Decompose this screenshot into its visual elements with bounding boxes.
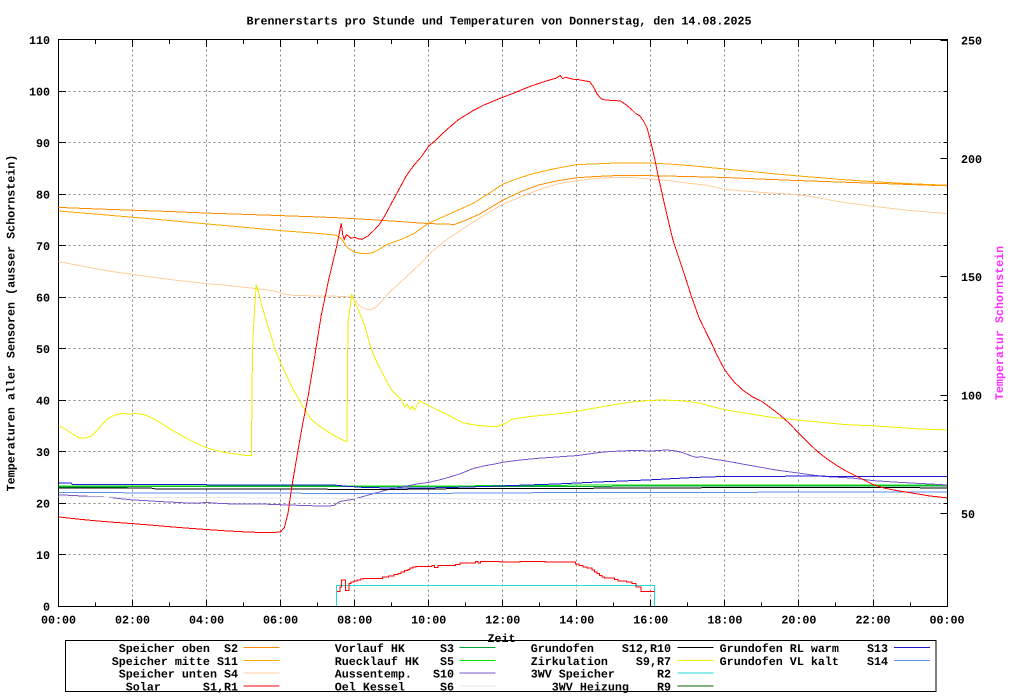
svg-text:04:00: 04:00	[189, 613, 224, 627]
svg-text:60: 60	[36, 292, 50, 306]
svg-text:80: 80	[36, 189, 50, 203]
svg-text:110: 110	[29, 34, 50, 48]
svg-text:00:00: 00:00	[41, 613, 76, 627]
svg-text:16:00: 16:00	[633, 613, 668, 627]
svg-text:Grundofen S12,R10: Grundofen S12,R10	[531, 642, 671, 656]
svg-text:30: 30	[36, 446, 50, 460]
svg-text:00:00: 00:00	[929, 613, 964, 627]
svg-text:20:00: 20:00	[781, 613, 816, 627]
svg-text:250: 250	[961, 35, 982, 49]
svg-text:Grundofen VL kalt S14: Grundofen VL kalt S14	[720, 655, 888, 669]
svg-text:Speicher oben S2: Speicher oben S2	[119, 642, 238, 656]
svg-text:12:00: 12:00	[485, 613, 520, 627]
svg-text:3WV Heizung R9: 3WV Heizung R9	[552, 680, 671, 694]
svg-text:Aussentemp. S10: Aussentemp. S10	[335, 668, 454, 682]
svg-text:02:00: 02:00	[115, 613, 150, 627]
svg-text:3WV Speicher R2: 3WV Speicher R2	[531, 668, 671, 682]
svg-text:Grundofen RL warm S13: Grundofen RL warm S13	[720, 642, 888, 656]
svg-text:Brennerstarts pro Stunde und T: Brennerstarts pro Stunde und Temperature…	[247, 15, 752, 29]
svg-text:0: 0	[43, 601, 50, 615]
svg-text:20: 20	[36, 498, 50, 512]
svg-text:Speicher mitte S11: Speicher mitte S11	[112, 655, 238, 669]
svg-text:Temperaturen aller Sensoren (a: Temperaturen aller Sensoren (ausser Scho…	[5, 155, 19, 492]
svg-text:Zeit: Zeit	[487, 632, 515, 646]
svg-text:Speicher unten S4: Speicher unten S4	[119, 668, 238, 682]
svg-text:70: 70	[36, 240, 50, 254]
svg-text:22:00: 22:00	[855, 613, 890, 627]
svg-text:200: 200	[961, 153, 982, 167]
svg-text:Ruecklauf HK S5: Ruecklauf HK S5	[335, 655, 454, 669]
svg-text:90: 90	[36, 137, 50, 151]
svg-text:Zirkulation S9,R7: Zirkulation S9,R7	[531, 655, 671, 669]
svg-text:06:00: 06:00	[263, 613, 298, 627]
svg-text:150: 150	[961, 271, 982, 285]
svg-text:40: 40	[36, 395, 50, 409]
svg-text:100: 100	[961, 390, 982, 404]
svg-text:Oel Kessel S6: Oel Kessel S6	[335, 680, 454, 694]
svg-text:50: 50	[36, 343, 50, 357]
svg-text:14:00: 14:00	[559, 613, 594, 627]
svg-text:Solar S1,R1: Solar S1,R1	[126, 680, 238, 694]
svg-text:18:00: 18:00	[707, 613, 742, 627]
svg-text:Vorlauf HK S3: Vorlauf HK S3	[335, 642, 454, 656]
svg-text:10: 10	[36, 549, 50, 563]
svg-text:50: 50	[961, 508, 975, 522]
svg-text:08:00: 08:00	[337, 613, 372, 627]
svg-text:100: 100	[29, 86, 50, 100]
svg-text:Temperatur Schornstein: Temperatur Schornstein	[993, 246, 1007, 400]
svg-text:10:00: 10:00	[411, 613, 446, 627]
